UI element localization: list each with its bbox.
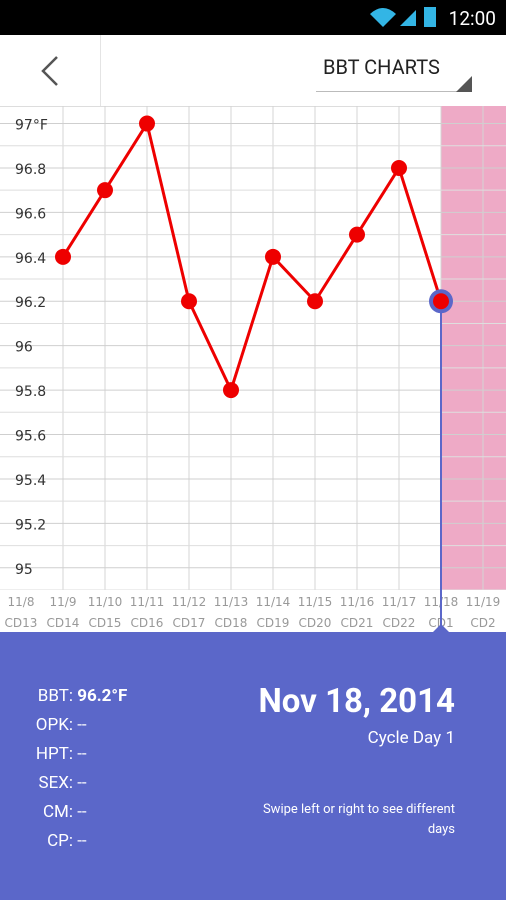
cycle-day-label: CD18 (215, 616, 248, 630)
detail-row: CM: -- (0, 802, 87, 822)
detail-value: -- (77, 715, 87, 735)
cycle-day-label: CD2 (470, 616, 495, 630)
data-point (391, 159, 407, 176)
cycle-day-label: CD13 (5, 616, 38, 630)
x-tick-label: 11/8 (8, 595, 35, 609)
data-point (433, 293, 449, 310)
cycle-day-label: CD14 (47, 616, 80, 630)
x-tick-label: 11/19 (466, 595, 501, 609)
detail-value: -- (77, 831, 87, 851)
cycle-day-label: CD15 (89, 616, 122, 630)
x-tick-label: 11/13 (214, 595, 249, 609)
detail-label: SEX: (38, 773, 73, 793)
detail-label: CM: (42, 802, 73, 822)
period-band (441, 106, 506, 590)
y-tick-label: 97°F (15, 118, 48, 134)
data-point (139, 115, 155, 132)
data-point (55, 248, 71, 265)
y-tick-label: 96 (15, 340, 33, 356)
x-tick-label: 11/14 (256, 595, 291, 609)
header-title[interactable]: BBT CHARTS (323, 55, 440, 79)
x-tick-label: 11/16 (340, 595, 375, 609)
detail-value: -- (77, 773, 87, 793)
x-tick-label: 11/12 (172, 595, 207, 609)
detail-label: BBT: (37, 686, 73, 706)
detail-row: OPK: -- (0, 715, 87, 735)
detail-value: 96.2°F (77, 686, 128, 706)
status-bar: 12:00 (0, 0, 506, 35)
chart[interactable]: 95 95.2 95.4 95.6 95.8 96 96.2 96.4 96.6 96.8 97°F… (0, 106, 506, 632)
detail-label: HPT: (35, 744, 73, 764)
detail-date: Nov 18, 2014 (258, 682, 455, 721)
y-tick-label: 95.6 (15, 429, 46, 445)
header: BBT CHARTS (0, 35, 506, 107)
data-point (307, 293, 323, 310)
temperature-line (61, 119, 443, 395)
data-point (181, 293, 197, 310)
data-point (349, 226, 365, 243)
clock: 12:00 (448, 7, 496, 30)
detail-row: HPT: -- (0, 744, 87, 764)
cycle-day-label: CD17 (173, 616, 206, 630)
detail-row: BBT: 96.2°F (0, 686, 128, 706)
back-button[interactable] (35, 51, 75, 91)
dropdown-underline (316, 91, 472, 92)
data-point (97, 182, 113, 199)
swipe-hint: Swipe left or right to see different day… (262, 802, 455, 837)
detail-cycle-day: Cycle Day 1 (367, 728, 455, 748)
cycle-day-label: CD20 (299, 616, 332, 630)
y-tick-label: 95.4 (15, 473, 46, 489)
detail-row: SEX: -- (0, 773, 87, 793)
detail-panel: BBT: 96.2°F OPK: -- HPT: -- SEX: -- CM: … (0, 632, 506, 900)
y-tick-label: 96.2 (15, 295, 46, 311)
data-point (223, 382, 239, 399)
detail-value: -- (77, 744, 87, 764)
detail-value: -- (77, 802, 87, 822)
dropdown-arrow[interactable] (456, 76, 472, 92)
y-tick-label: 95 (15, 562, 33, 578)
x-axis-bar (0, 590, 506, 632)
data-point (265, 248, 281, 265)
x-tick-label: 11/9 (50, 595, 77, 609)
y-tick-label: 95.8 (15, 384, 46, 400)
selection-pointer (433, 624, 449, 632)
y-tick-label: 96.4 (15, 251, 46, 267)
detail-row: CP: -- (0, 831, 87, 851)
detail-label: OPK: (35, 715, 73, 735)
cycle-day-label: CD16 (131, 616, 164, 630)
detail-label: CP: (47, 831, 73, 851)
cycle-day-label: CD19 (257, 616, 290, 630)
cycle-day-label: CD22 (383, 616, 416, 630)
separator (100, 35, 101, 106)
x-tick-label: 11/11 (130, 595, 165, 609)
x-tick-label: 11/10 (88, 595, 123, 609)
x-tick-label: 11/15 (298, 595, 333, 609)
y-tick-label: 95.2 (15, 517, 46, 533)
x-tick-label: 11/17 (382, 595, 417, 609)
y-tick-label: 96.8 (15, 162, 46, 178)
status-icons (370, 7, 436, 27)
y-tick-label: 96.6 (15, 206, 46, 222)
cycle-day-label: CD21 (341, 616, 374, 630)
